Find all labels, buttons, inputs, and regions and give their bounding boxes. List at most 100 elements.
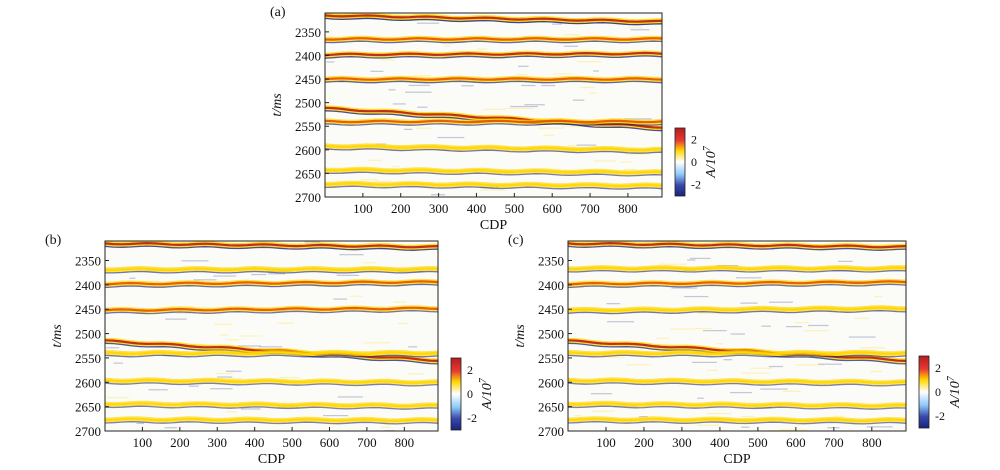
horizon-core xyxy=(105,241,438,249)
horizon-core xyxy=(325,119,662,124)
horizon-core xyxy=(568,417,906,423)
y-tick-label: 2600 xyxy=(538,375,564,390)
noise-trace xyxy=(538,127,565,129)
noise-trace xyxy=(780,429,807,431)
horizon-trough xyxy=(325,123,662,126)
colorbar-tick-label: -2 xyxy=(467,411,477,425)
horizon-trough xyxy=(568,354,906,358)
noise-trace xyxy=(408,373,424,375)
y-tick-label: 2500 xyxy=(75,327,101,342)
noise-trace xyxy=(349,295,363,297)
noise-trace xyxy=(606,303,621,305)
x-tick-label: 700 xyxy=(580,201,600,216)
colorbar-label: A/107 xyxy=(478,377,495,410)
noise-trace xyxy=(691,361,717,363)
x-tick-label: 200 xyxy=(170,435,190,450)
horizon-core xyxy=(325,51,662,57)
x-tick-label: 600 xyxy=(320,435,340,450)
horizon-core xyxy=(105,306,438,312)
x-axis-label: CDP xyxy=(258,452,285,467)
noise-trace xyxy=(138,280,159,282)
horizon-core xyxy=(325,14,662,23)
noise-trace xyxy=(552,23,562,25)
noise-trace xyxy=(639,416,648,418)
colorbar-tick-label: 2 xyxy=(935,361,941,375)
horizon-trough xyxy=(325,148,662,154)
noise-trace xyxy=(431,194,445,196)
y-tick-label: 2450 xyxy=(75,302,101,317)
horizon-trough xyxy=(568,421,906,425)
noise-trace xyxy=(671,287,698,289)
noise-trace xyxy=(730,391,753,394)
y-tick-label: 2350 xyxy=(75,253,101,268)
noise-trace xyxy=(563,45,579,47)
colorbar-label-base: A/10 xyxy=(480,383,495,410)
horizon-trough xyxy=(105,270,438,274)
horizon-trough xyxy=(568,310,906,315)
x-tick-label: 600 xyxy=(786,435,806,450)
noise-trace xyxy=(689,257,711,260)
x-tick-label: 300 xyxy=(207,435,227,450)
noise-trace xyxy=(380,426,391,429)
horizon-core xyxy=(568,280,906,286)
noise-trace xyxy=(695,327,713,330)
noise-trace xyxy=(363,262,376,264)
noise-trace xyxy=(304,241,320,243)
noise-trace xyxy=(479,189,507,191)
noise-trace xyxy=(413,75,431,77)
noise-trace xyxy=(518,65,529,67)
x-tick-label: 700 xyxy=(824,435,844,450)
horizon-trough xyxy=(105,310,438,315)
horizon-trough xyxy=(105,421,438,425)
noise-trace xyxy=(225,370,242,372)
noise-trace xyxy=(193,279,217,281)
noise-trace xyxy=(408,346,418,348)
y-tick-label: 2550 xyxy=(295,119,321,134)
noise-trace xyxy=(373,180,392,182)
noise-trace xyxy=(336,274,359,276)
noise-trace xyxy=(129,277,136,279)
horizon-trough xyxy=(325,171,662,177)
noise-trace xyxy=(148,389,168,391)
noise-trace xyxy=(461,85,474,87)
horizon-trough xyxy=(105,354,438,358)
panel-label: (a) xyxy=(270,5,286,20)
noise-trace xyxy=(576,144,597,146)
horizon-trough xyxy=(325,40,662,44)
noise-trace xyxy=(364,342,391,344)
noise-trace xyxy=(339,254,364,256)
noise-trace xyxy=(113,362,124,364)
noise-trace xyxy=(630,29,650,31)
y-tick-label: 2650 xyxy=(75,400,101,415)
horizon-core xyxy=(105,417,438,423)
panel-label: (c) xyxy=(508,233,524,248)
noise-trace xyxy=(476,48,488,50)
x-tick-label: 200 xyxy=(634,435,654,450)
colorbar-tick-label: 2 xyxy=(691,132,697,146)
y-axis-label: t/ms xyxy=(270,93,285,117)
noise-trace xyxy=(217,376,233,378)
noise-trace xyxy=(405,91,432,93)
noise-trace xyxy=(240,408,261,410)
colorbar-scale xyxy=(674,127,686,197)
horizon-core xyxy=(568,241,906,249)
noise-trace xyxy=(874,295,883,298)
horizon-trough xyxy=(105,245,438,251)
y-tick-label: 2500 xyxy=(538,327,564,342)
noise-trace xyxy=(403,128,413,130)
x-tick-label: 700 xyxy=(357,435,377,450)
x-tick-label: 500 xyxy=(505,201,525,216)
y-tick-label: 2650 xyxy=(538,400,564,415)
noise-trace xyxy=(593,70,599,72)
noise-trace xyxy=(176,312,191,314)
noise-trace xyxy=(794,322,810,324)
noise-trace xyxy=(216,372,233,375)
x-tick-label: 400 xyxy=(710,435,730,450)
y-tick-label: 2600 xyxy=(295,143,321,158)
y-tick-label: 2350 xyxy=(295,25,321,40)
noise-trace xyxy=(735,277,762,279)
noise-trace xyxy=(687,259,696,261)
x-axis-label: CDP xyxy=(723,452,750,467)
noise-trace xyxy=(214,323,233,325)
